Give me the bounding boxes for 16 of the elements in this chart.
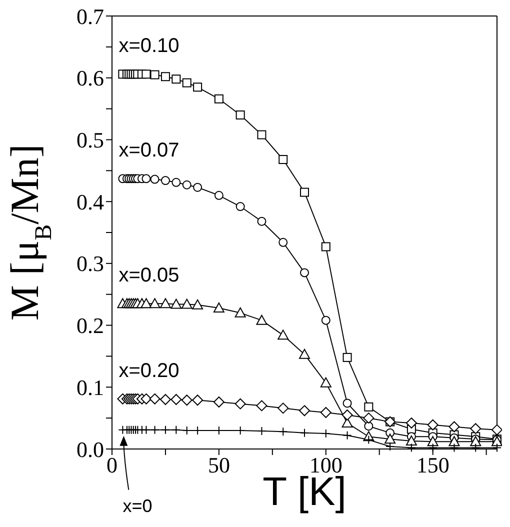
- y-tick-label: 0.4: [76, 189, 104, 214]
- y-tick-label: 0.2: [76, 313, 104, 338]
- series-label: x=0.20: [118, 360, 180, 382]
- series-label: x=0.07: [118, 140, 180, 162]
- series-label: x=0.10: [118, 35, 180, 58]
- text: x=0: [122, 496, 152, 516]
- series-label: x=0.05: [118, 264, 180, 287]
- y-tick-label: 0.1: [76, 374, 104, 400]
- x-tick-label: 50: [208, 452, 230, 478]
- y-tick-label: 0.5: [76, 128, 104, 153]
- x-tick-label: 0: [106, 452, 118, 478]
- y-tick-label: 0.7: [76, 4, 104, 29]
- y-tick-label: 0.3: [76, 251, 104, 276]
- x-tick-label: 150: [416, 452, 450, 478]
- y-tick-label: 0.0: [76, 436, 104, 462]
- y-tick-label: 0.6: [76, 66, 104, 91]
